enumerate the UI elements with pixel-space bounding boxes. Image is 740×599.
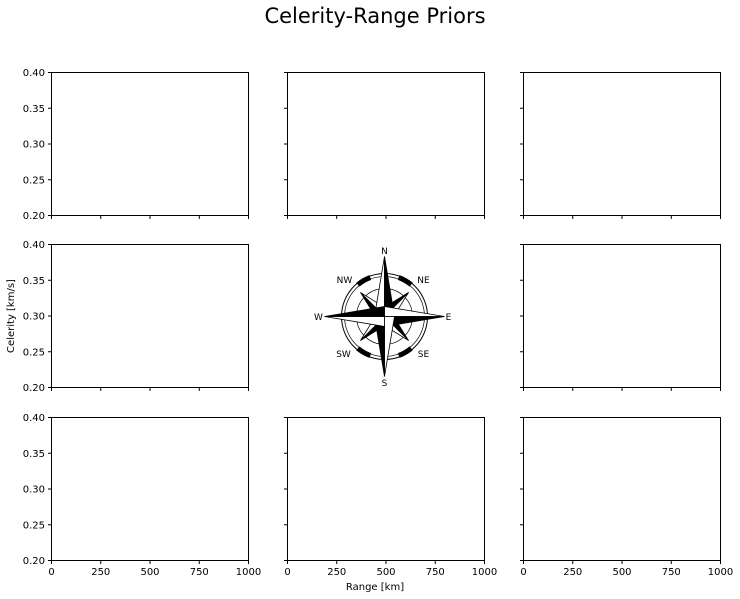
x-tick-label: 250 bbox=[563, 567, 582, 578]
axes-frame bbox=[51, 417, 249, 561]
x-tick-label: 0 bbox=[520, 567, 526, 578]
compass-label-se: SE bbox=[418, 350, 430, 360]
y-tick-label: 0.40 bbox=[23, 240, 45, 251]
x-tick-label: 500 bbox=[140, 567, 159, 578]
compass-point bbox=[324, 306, 385, 317]
compass-label-w: W bbox=[314, 313, 323, 323]
compass-point bbox=[324, 316, 385, 327]
y-tick-label: 0.40 bbox=[23, 413, 45, 424]
y-tick-label: 0.35 bbox=[23, 104, 45, 115]
y-tick-label: 0.35 bbox=[23, 449, 45, 460]
panel-sw: 0.20 0.25 0.30 0.35 0.40 0 250 500 750 1000 bbox=[23, 413, 261, 578]
axes-frame bbox=[287, 72, 485, 216]
x-tick-label: 0 bbox=[284, 567, 290, 578]
compass-label-s: S bbox=[382, 379, 388, 389]
y-tick-label: 0.35 bbox=[23, 276, 45, 287]
x-tick-label: 1000 bbox=[708, 567, 733, 578]
compass-label-n: N bbox=[381, 247, 388, 257]
panel-e bbox=[520, 244, 721, 391]
compass-arc bbox=[397, 275, 413, 287]
panel-se: 0 250 500 750 1000 bbox=[520, 417, 733, 578]
panel-s: 0 250 500 750 1000 bbox=[284, 417, 497, 578]
compass-point bbox=[384, 306, 445, 317]
compass-arc bbox=[356, 346, 372, 358]
axes-frame bbox=[51, 72, 249, 216]
y-axis-label: Celerity [km/s] bbox=[6, 279, 17, 353]
y-tick-label: 0.20 bbox=[23, 383, 45, 394]
axes-frame bbox=[523, 72, 721, 216]
y-tick-label: 0.30 bbox=[23, 312, 45, 323]
panels: 0.20 0.25 0.30 0.35 0.40 0.20 0.25 0.30 0.35 0.40… bbox=[23, 68, 733, 578]
y-tick-label: 0.20 bbox=[23, 211, 45, 222]
x-tick-label: 1000 bbox=[472, 567, 497, 578]
compass-arc bbox=[356, 275, 372, 287]
x-tick-label: 750 bbox=[190, 567, 209, 578]
panel-ne bbox=[520, 72, 721, 219]
axes-frame bbox=[287, 417, 485, 561]
y-tick-label: 0.20 bbox=[23, 556, 45, 567]
y-tick-label: 0.25 bbox=[23, 175, 45, 186]
axes-frame bbox=[523, 244, 721, 388]
x-tick-label: 0 bbox=[48, 567, 54, 578]
compass-rose-icon: N NE E SE S SW W NW bbox=[314, 247, 452, 389]
compass-label-e: E bbox=[446, 313, 452, 323]
x-tick-label: 500 bbox=[376, 567, 395, 578]
y-tick-label: 0.25 bbox=[23, 347, 45, 358]
y-tick-label: 0.25 bbox=[23, 520, 45, 531]
x-axis-label: Range [km] bbox=[346, 582, 404, 593]
panel-w: 0.20 0.25 0.30 0.35 0.40 bbox=[23, 240, 249, 394]
compass-arc bbox=[397, 346, 413, 358]
x-tick-label: 250 bbox=[327, 567, 346, 578]
x-tick-label: 500 bbox=[612, 567, 631, 578]
x-tick-label: 250 bbox=[91, 567, 110, 578]
axes-frame bbox=[523, 417, 721, 561]
x-tick-label: 750 bbox=[426, 567, 445, 578]
figure-title: Celerity-Range Priors bbox=[264, 4, 485, 28]
compass-label-sw: SW bbox=[336, 350, 351, 360]
compass-point bbox=[384, 316, 395, 377]
y-tick-label: 0.40 bbox=[23, 68, 45, 79]
y-tick-label: 0.30 bbox=[23, 485, 45, 496]
axes-frame bbox=[51, 244, 249, 388]
x-tick-label: 750 bbox=[662, 567, 681, 578]
compass-label-ne: NE bbox=[417, 276, 430, 286]
compass-label-nw: NW bbox=[337, 276, 353, 286]
y-tick-label: 0.30 bbox=[23, 140, 45, 151]
panel-compass: N NE E SE S SW W NW bbox=[314, 247, 452, 389]
x-tick-label: 1000 bbox=[236, 567, 261, 578]
panel-nw: 0.20 0.25 0.30 0.35 0.40 bbox=[23, 68, 249, 222]
panel-n bbox=[284, 72, 485, 219]
